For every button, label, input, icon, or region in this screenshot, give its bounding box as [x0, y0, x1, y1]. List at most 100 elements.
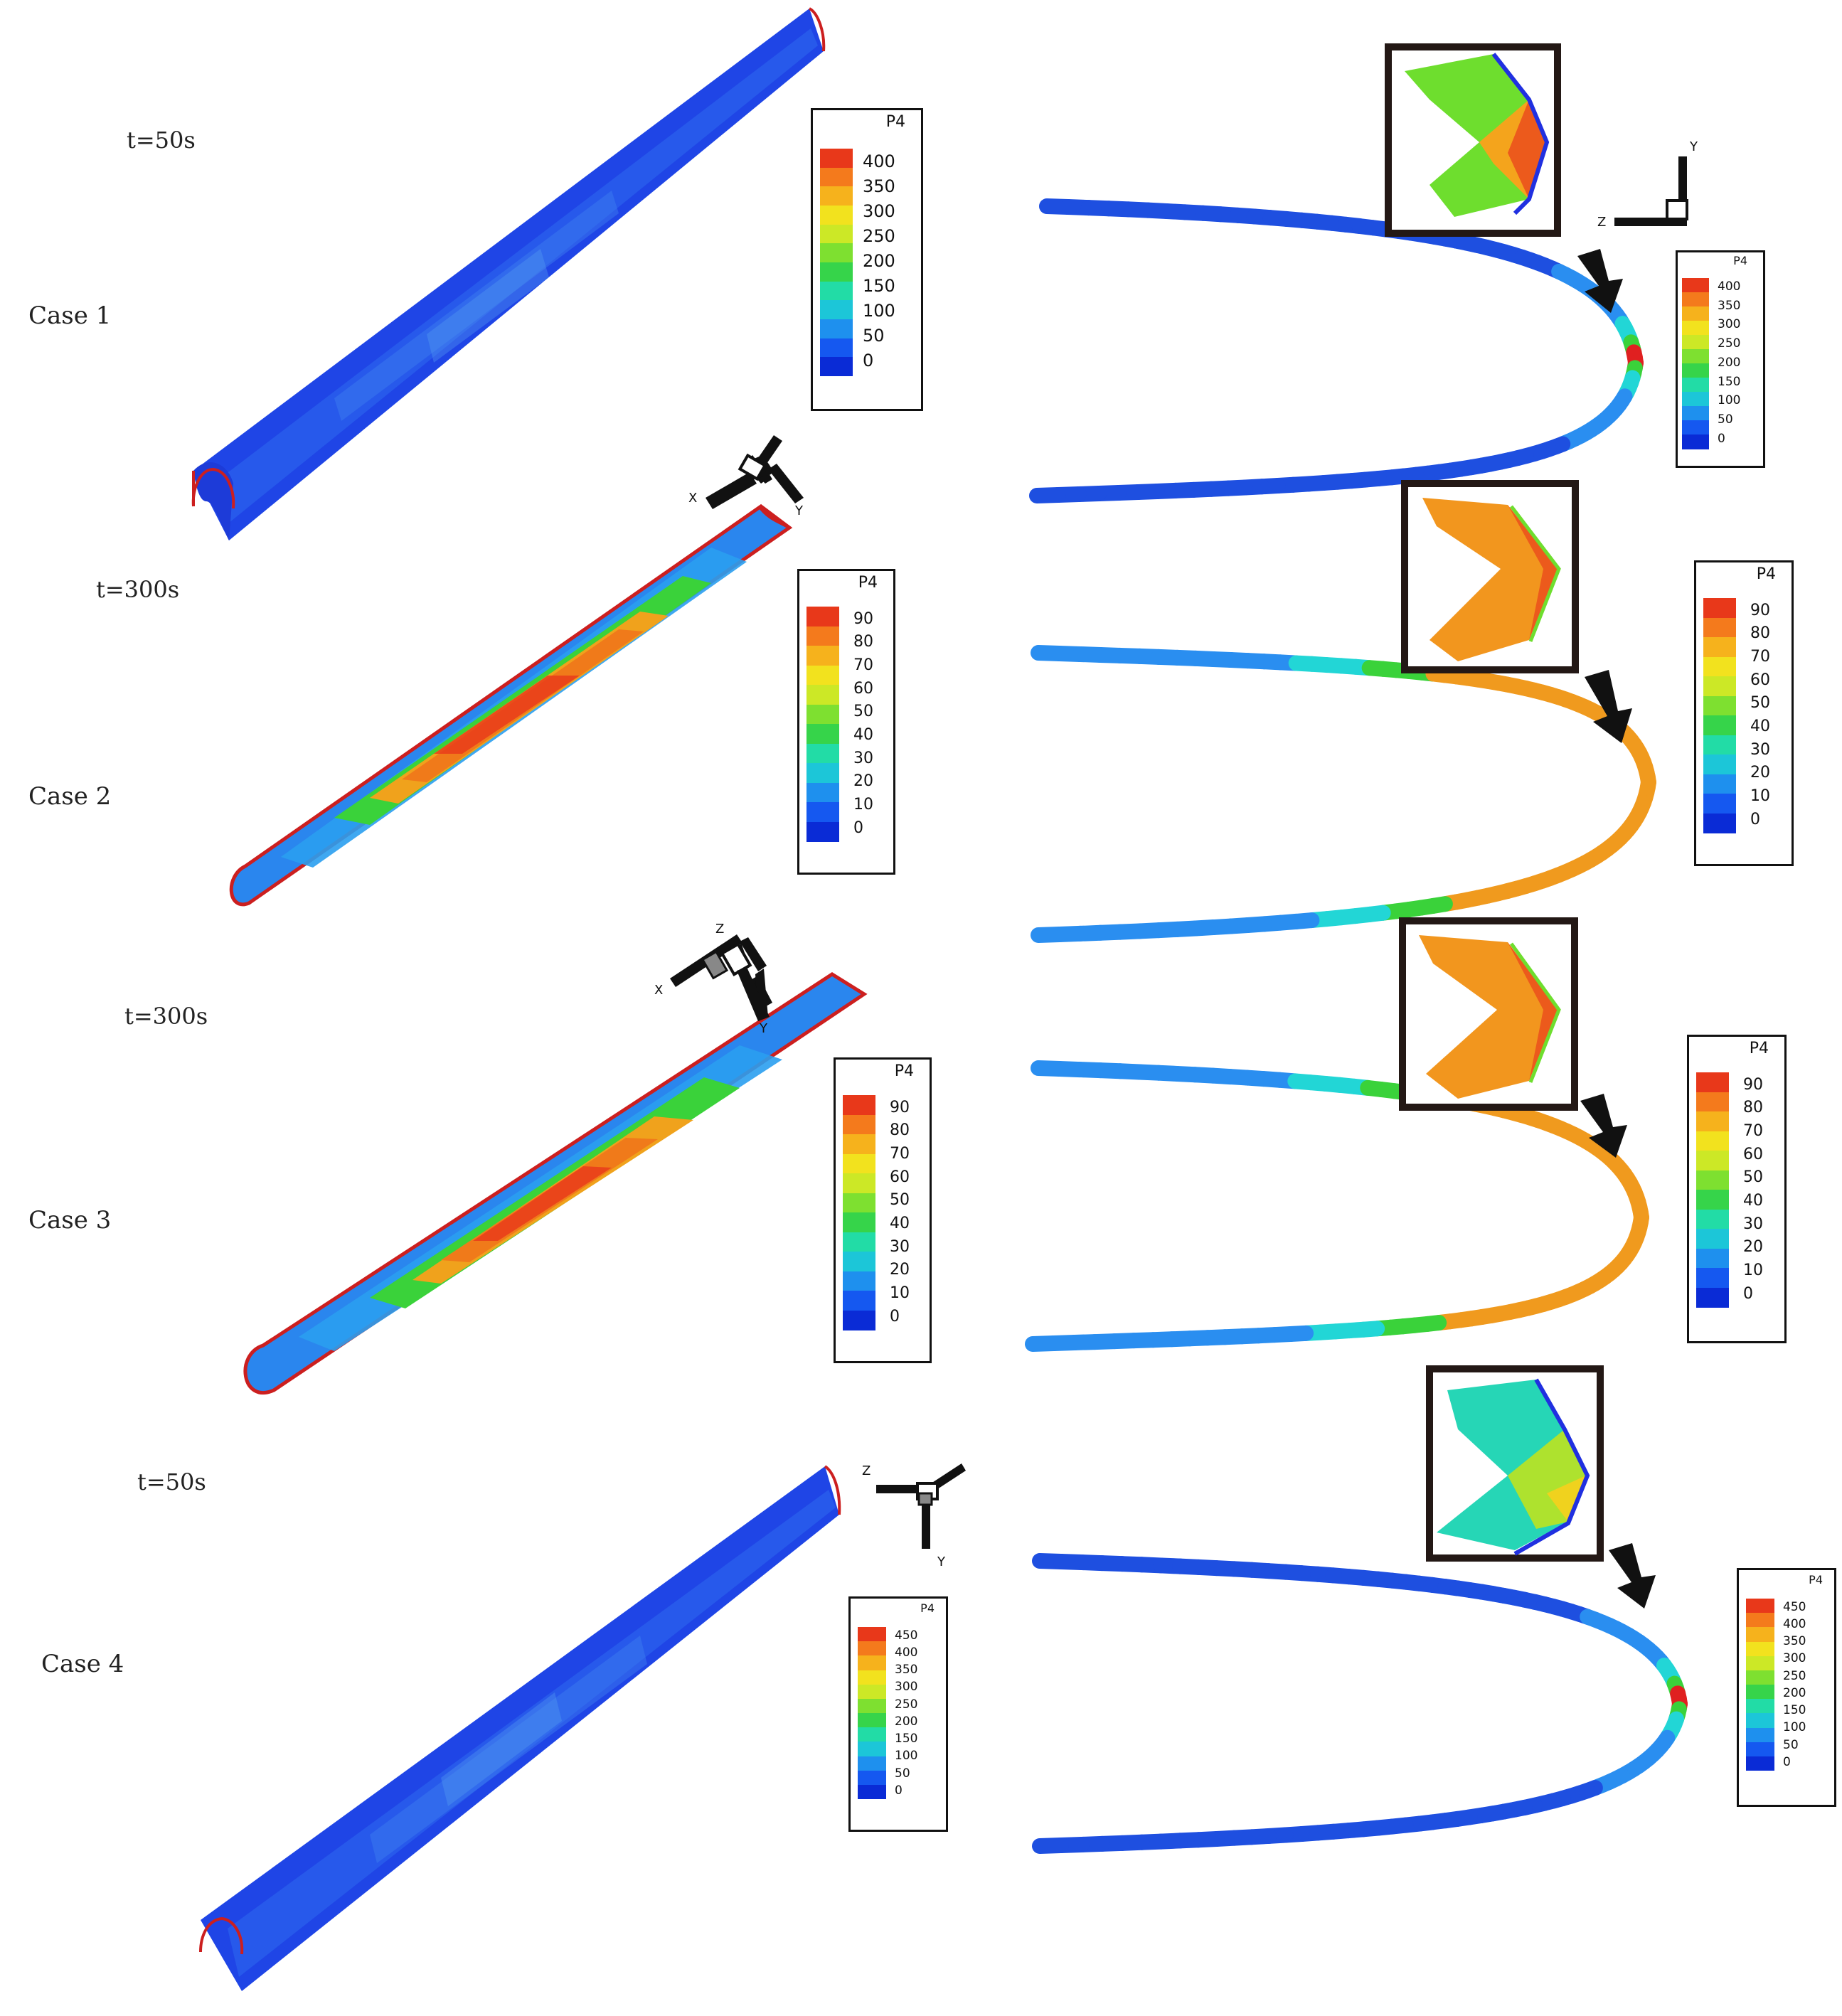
case2-legend-left-tick-label: 70: [853, 656, 873, 675]
case4-legend-right-tick-label: 250: [1783, 1668, 1806, 1683]
case4-legend-left-tick-label: 200: [895, 1714, 918, 1729]
case2-legend-right-tick-label: 90: [1750, 601, 1770, 619]
case1-legend-right-colorbar: [1682, 278, 1709, 449]
case4-legend-right-tick-label: 150: [1783, 1703, 1806, 1718]
case4-pointer-arrow: [1609, 1543, 1656, 1609]
pointer-arrows: [1577, 249, 1656, 1609]
case4-legend-left-tick-label: 450: [895, 1628, 918, 1643]
case3-legend-left-title: P4: [894, 1062, 914, 1080]
case2-legend-right-tick-label: 60: [1750, 671, 1770, 689]
case4-inset: [1426, 1365, 1604, 1562]
case1-legend-right-tick-label: 300: [1718, 317, 1741, 332]
case1-axis-triad: Y Z: [1597, 139, 1698, 230]
case2-legend-left-tick-label: 20: [853, 772, 873, 791]
case3-legend-left-tick-label: 60: [890, 1168, 910, 1186]
case2-legend-left-colorbar: [806, 607, 839, 842]
case3-legend-left-tick-label: 30: [890, 1237, 910, 1256]
case4-label: Case 4: [41, 1650, 124, 1678]
case3-legend-right-tick-label: 0: [1743, 1284, 1753, 1303]
case2-legend-left-tick-label: 40: [853, 726, 873, 745]
case4-legend-right-colorbar: [1746, 1599, 1774, 1771]
case2-axis-triad: X Y: [688, 435, 804, 518]
case1-legend-left-tick-label: 400: [863, 151, 895, 171]
case4-legend-right-tick-label: 50: [1783, 1737, 1799, 1752]
case4-legend-right-tick-label: 100: [1783, 1720, 1806, 1735]
case1-inset: [1385, 43, 1561, 237]
case1-legend-left-tick-label: 50: [863, 325, 885, 346]
case1-cross-section: [1029, 198, 1644, 503]
case1-legend-right-tick-label: 0: [1718, 431, 1725, 446]
case3-legend-right-tick-label: 70: [1743, 1122, 1763, 1141]
axis-label-x: X: [654, 983, 663, 998]
case3-legend-left-tick-label: 80: [890, 1121, 910, 1140]
case3-legend-right-title: P4: [1749, 1040, 1769, 1057]
case4-legend-left-tick-label: 300: [895, 1680, 918, 1695]
case2-legend-left: P4 90 80 70 60 50 40 30 20 10 0: [797, 569, 895, 875]
case2-legend-left-tick-label: 0: [853, 818, 863, 837]
case3-legend-right: P4 90 80 70 60 50 40 30 20 10 0: [1687, 1035, 1787, 1343]
case1-legend-right-tick-label: 250: [1718, 336, 1741, 351]
case1-legend-left-title: P4: [885, 113, 905, 131]
case2-legend-right-tick-label: 20: [1750, 764, 1770, 782]
axis-label-z: Z: [862, 1463, 871, 1478]
case4-legend-left-colorbar: [858, 1627, 886, 1800]
case4-half-pipe: [199, 1465, 841, 1991]
case1-legend-right: P4 400 350 300 250 200 150 100 50 0: [1676, 250, 1765, 468]
case1-legend-right-title: P4: [1733, 254, 1747, 267]
case4-legend-left-tick-label: 100: [895, 1749, 918, 1764]
case4-time-label: t=50s: [137, 1468, 206, 1495]
case1-legend-left-tick-label: 100: [863, 300, 895, 321]
case1-legend-right-tick-label: 350: [1718, 298, 1741, 313]
case1-legend-right-tick-label: 200: [1718, 355, 1741, 370]
case3-legend-left-tick-label: 70: [890, 1145, 910, 1163]
case2-legend-left-tick-label: 30: [853, 749, 873, 767]
case3-legend-right-tick-label: 40: [1743, 1192, 1763, 1210]
case3-legend-right-tick-label: 30: [1743, 1215, 1763, 1233]
case2-legend-right-colorbar: [1703, 598, 1736, 833]
case4-legend-left-tick-label: 50: [895, 1766, 910, 1781]
case2-legend-right: P4 90 80 70 60 50 40 30 20 10 0: [1694, 560, 1794, 866]
axis-label-y: Y: [794, 503, 804, 518]
case2-legend-left-tick-label: 60: [853, 679, 873, 698]
case2-tube: [229, 503, 793, 907]
case2-legend-left-tick-label: 10: [853, 796, 873, 814]
case3-inset: [1399, 917, 1578, 1111]
case3-legend-right-tick-label: 10: [1743, 1262, 1763, 1280]
case3-legend-right-colorbar: [1696, 1072, 1729, 1308]
case4-legend-left-title: P4: [920, 1601, 935, 1615]
case3-legend-left-tick-label: 10: [890, 1284, 910, 1303]
case3-legend-left-colorbar: [843, 1095, 875, 1330]
axis-label-y: Y: [1689, 139, 1698, 154]
case4-legend-right-tick-label: 450: [1783, 1599, 1806, 1614]
case2-time-label: t=300s: [96, 576, 180, 603]
case3-legend-left-tick-label: 90: [890, 1098, 910, 1116]
case1-legend-left-tick-label: 150: [863, 275, 895, 296]
case2-legend-right-tick-label: 40: [1750, 718, 1770, 736]
case4-legend-right-title: P4: [1809, 1573, 1823, 1586]
case3-pointer-arrow: [1580, 1094, 1627, 1158]
case4-legend-right-tick-label: 350: [1783, 1634, 1806, 1649]
case2-label: Case 2: [28, 782, 112, 811]
case3-legend-left: P4 90 80 70 60 50 40 30 20 10 0: [834, 1057, 932, 1363]
case2-legend-right-tick-label: 0: [1750, 810, 1760, 828]
case1-pointer-arrow: [1577, 249, 1623, 313]
case4-cross-section: [1032, 1553, 1688, 1854]
case2-legend-right-tick-label: 10: [1750, 787, 1770, 806]
case2-legend-right-tick-label: 30: [1750, 740, 1770, 759]
case2-pointer-arrow: [1585, 670, 1632, 743]
case3-label: Case 3: [28, 1206, 112, 1234]
case3-legend-left-tick-label: 0: [890, 1307, 900, 1326]
case3-legend-left-tick-label: 40: [890, 1215, 910, 1233]
case1-legend-left-tick-label: 300: [863, 201, 895, 221]
case4-legend-right-tick-label: 0: [1783, 1754, 1791, 1769]
case2-legend-right-title: P4: [1756, 565, 1776, 583]
case2-legend-left-tick-label: 80: [853, 633, 873, 651]
case4-legend-left-tick-label: 250: [895, 1697, 918, 1712]
case1-half-pipe: [191, 7, 826, 540]
case1-time-label: t=50s: [127, 127, 196, 154]
case3-legend-left-tick-label: 50: [890, 1191, 910, 1210]
axis-label-z: Z: [1597, 215, 1606, 230]
axis-label-x: X: [688, 491, 697, 506]
case4-legend-left-tick-label: 400: [895, 1646, 918, 1660]
